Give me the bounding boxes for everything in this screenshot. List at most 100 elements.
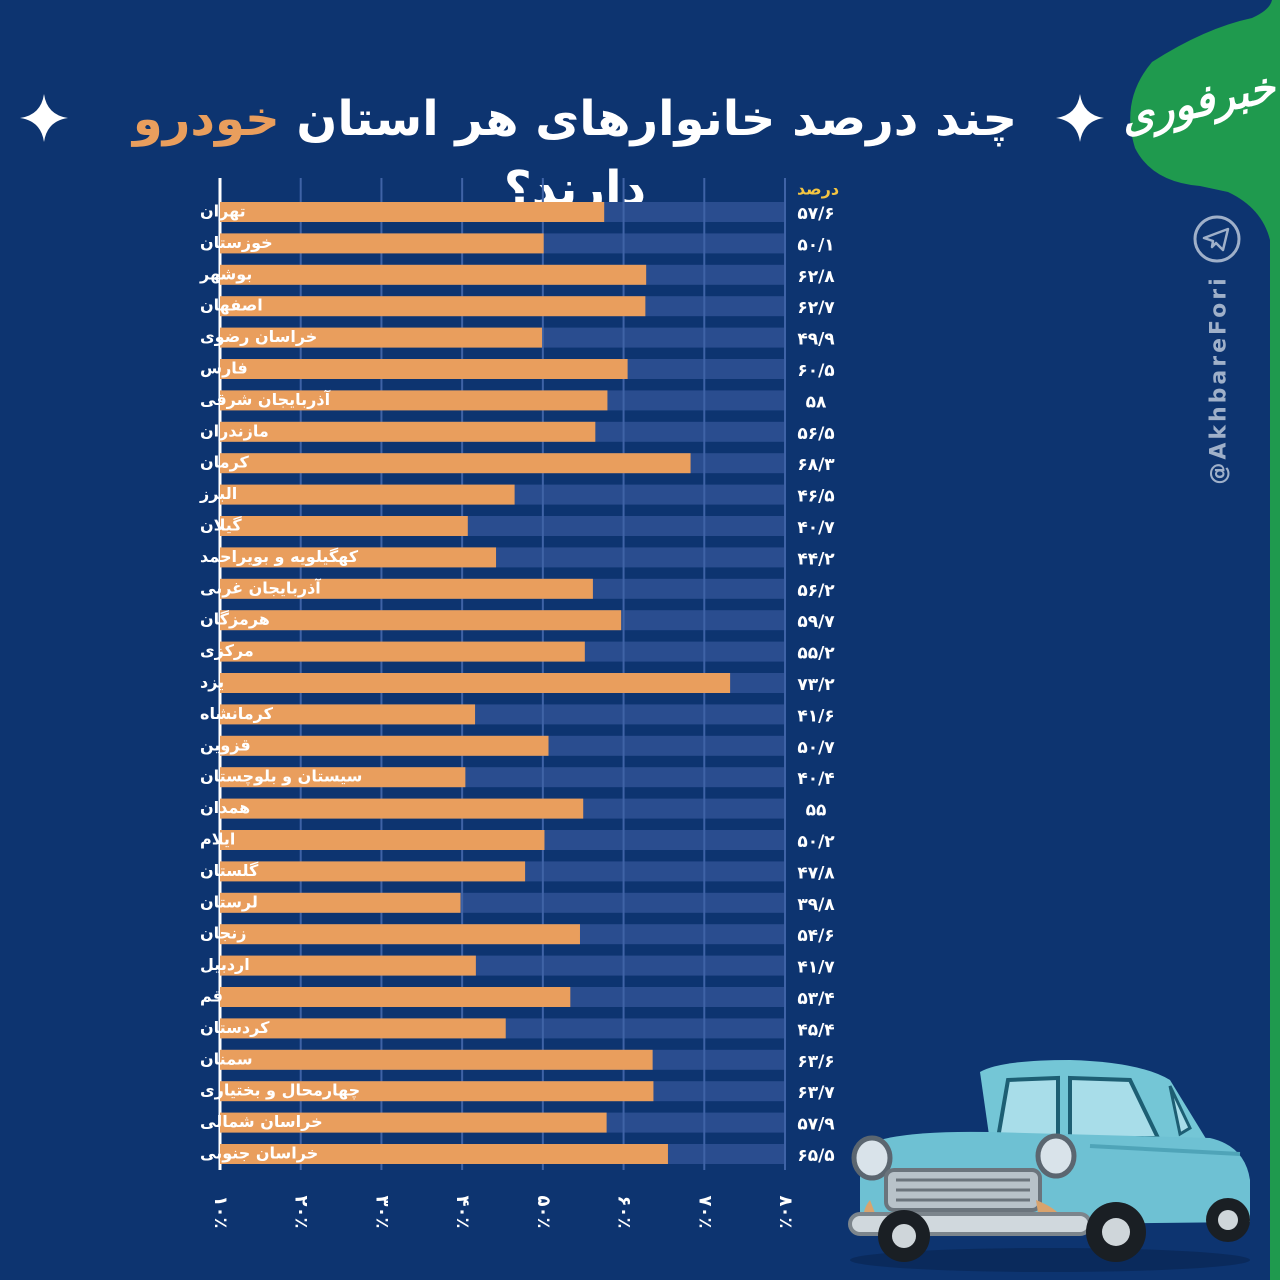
value-label: ۶۳/۶ [797,1052,834,1072]
value-label: ۵۶/۵ [797,424,834,444]
value-label: ۴۱/۶ [797,706,834,726]
category-label: خراسان رضوی [200,327,317,346]
category-label: البرز [199,484,237,503]
value-label: ۶۰/۵ [797,361,834,381]
value-label: ۵۶/۲ [797,581,835,601]
sparkle-icon-left [20,94,68,142]
bar [220,1049,653,1070]
category-label: هرمزگان [200,610,270,629]
category-label: اصفهان [200,296,263,315]
value-label: ۵۷/۹ [797,1115,835,1135]
bar [220,202,605,222]
x-tick-label: ۵۰٪ [533,1196,554,1229]
value-label: ۵۰/۲ [797,832,835,852]
category-label: لرستان [200,892,258,911]
x-tick-label: ۲۰٪ [291,1196,312,1229]
car-illustration [848,1060,1250,1272]
x-tick-label: ۸۰٪ [775,1196,796,1229]
category-label: کرمان [200,453,250,472]
value-column-header: درصد [797,180,839,199]
value-label: ۴۰/۴ [797,769,834,789]
value-label: ۴۱/۷ [797,958,835,978]
category-label: ایلام [200,830,235,849]
bar [220,1112,607,1133]
bar [220,955,476,976]
bar [220,484,515,505]
bar [220,987,571,1007]
x-tick-label: ۶۰٪ [614,1196,635,1229]
value-label: ۴۶/۵ [797,487,834,507]
bar [220,327,543,348]
category-label: چهارمحال و بختیاری [200,1081,360,1101]
value-label: ۴۴/۲ [797,549,835,569]
bar [220,516,468,536]
category-label: اردبیل [200,955,250,974]
x-tick-label: ۴۰٪ [452,1196,473,1229]
category-label: تهران [200,202,246,221]
category-label: فارس [200,359,248,378]
category-label: کرمانشاه [200,704,274,723]
value-label: ۵۷/۶ [797,204,834,224]
bar [220,453,691,474]
bar [220,673,731,693]
value-label: ۶۲/۷ [797,298,835,318]
bar [220,735,549,756]
bar [220,798,584,819]
category-label: آذربایجان غربی [200,577,321,597]
value-label: ۵۳/۴ [797,989,834,1009]
value-label: ۴۰/۷ [797,518,835,538]
bar [220,892,461,913]
bar [220,264,647,285]
value-label: ۴۵/۴ [797,1020,834,1040]
bar [220,233,544,254]
title-highlight: خودرو [132,91,280,147]
value-label: ۶۲/۸ [797,267,835,287]
bar [220,924,580,945]
category-label: خراسان جنوبی [200,1144,318,1163]
bar [220,1144,668,1164]
category-label: گلستان [200,861,259,880]
bar [220,1018,506,1039]
bar [220,390,608,411]
bar [220,1081,654,1102]
x-tick-label: ۷۰٪ [694,1196,715,1229]
value-label: ۴۹/۹ [797,330,835,350]
bar [220,610,622,631]
x-tick-label: ۳۰٪ [371,1196,392,1229]
category-label: خراسان شمالی [200,1112,323,1131]
category-label: سیستان و بلوچستان [200,767,362,787]
category-label: همدان [200,798,250,817]
bar [220,641,585,662]
category-label: آذربایجان شرقی [200,389,331,409]
bar [220,421,596,442]
category-label: گیلان [200,516,242,535]
value-label: ۶۵/۵ [797,1146,834,1166]
value-label: ۵۸ [806,392,827,412]
value-label: ۴۷/۸ [797,863,835,883]
category-label: کردستان [200,1018,270,1037]
bar [220,861,526,882]
value-label: ۷۳/۲ [797,675,835,695]
sparkle-icon-right [1056,94,1104,142]
telegram-icon[interactable] [1192,214,1242,264]
value-label: ۶۸/۳ [797,455,835,475]
category-label: یزد [200,673,224,692]
value-label: ۵۰/۷ [797,738,835,758]
value-label: ۳۹/۸ [797,895,835,915]
bar [220,578,593,599]
category-label: مرکزی [200,641,254,660]
bar [220,359,628,379]
bar [220,547,497,568]
category-label: خوزستان [200,233,273,252]
value-label: ۵۹/۷ [797,612,835,632]
title-part-1: چند درصد خانوارهای هر استان [279,91,1018,147]
category-label: کهگیلویه و بویراحمد [200,547,359,566]
bar [220,704,476,725]
value-label: ۶۳/۷ [797,1083,835,1103]
category-label: قم [200,987,223,1006]
value-label: ۵۴/۶ [797,926,834,946]
category-label: مازندران [200,421,269,440]
